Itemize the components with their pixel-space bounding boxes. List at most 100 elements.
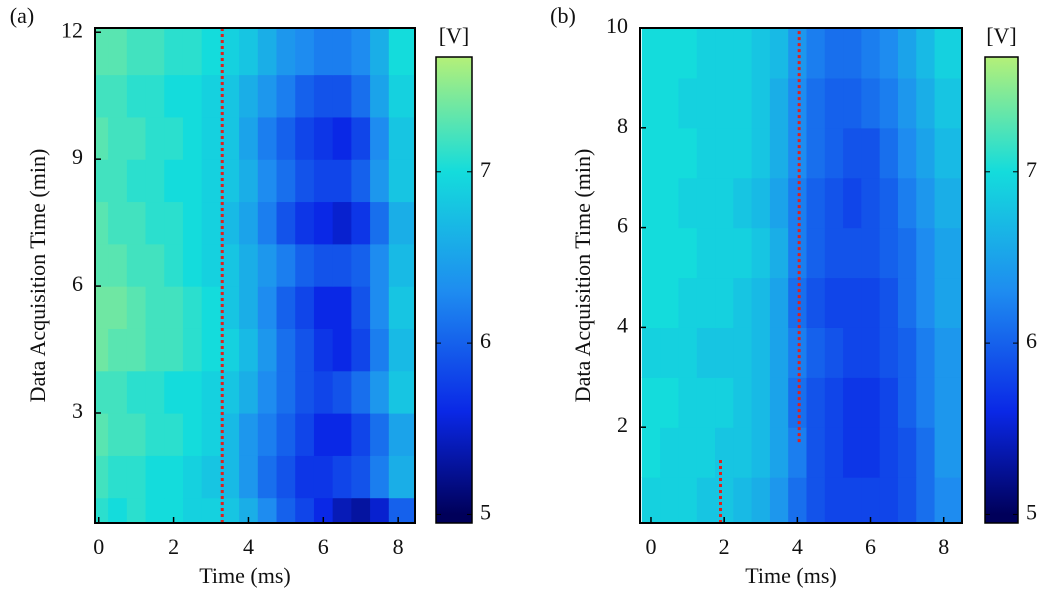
heat-cell	[351, 243, 371, 287]
heat-cell	[696, 477, 716, 523]
heat-cell	[916, 427, 936, 478]
heat-cell	[388, 159, 415, 203]
heat-cell	[696, 177, 716, 229]
heat-cell	[843, 477, 862, 523]
heat-cell	[861, 427, 881, 478]
x-axis-label: Time (ms)	[199, 563, 290, 588]
heat-cell	[164, 413, 184, 456]
heat-cell	[351, 328, 371, 372]
heat-cell	[678, 177, 698, 229]
heat-cell	[182, 413, 203, 456]
heat-cell	[879, 327, 899, 378]
heat-cell	[164, 497, 184, 523]
heat-cell	[861, 77, 881, 129]
heat-cell	[239, 370, 259, 414]
heat-cell	[388, 286, 415, 329]
heat-cell	[201, 286, 221, 329]
heat-cell	[388, 243, 415, 287]
heat-cell	[641, 277, 661, 328]
y-axis-label: Data Acquisition Time (min)	[25, 149, 50, 403]
heat-cell	[313, 455, 334, 499]
heat-cell	[145, 28, 165, 76]
colorbar-tick-label: 7	[1026, 157, 1037, 182]
heat-cell	[751, 127, 771, 179]
heat-cell	[696, 77, 716, 129]
heat-cell	[351, 497, 371, 523]
y-tick-label: 9	[72, 144, 83, 169]
heat-cell	[220, 159, 240, 203]
heat-cell	[715, 177, 734, 229]
heat-cell	[108, 328, 128, 372]
x-tick-label: 4	[792, 534, 803, 559]
heat-cell	[220, 497, 240, 523]
heat-cell	[769, 477, 789, 523]
heat-cell	[861, 277, 881, 328]
heat-cell	[733, 127, 753, 179]
heat-cell	[879, 28, 899, 79]
heat-cell	[660, 28, 680, 79]
heat-cell	[641, 227, 661, 279]
heat-cell	[313, 159, 334, 203]
heat-cell	[108, 497, 128, 523]
heat-cell	[182, 328, 203, 372]
heat-cell	[145, 328, 165, 372]
x-tick-label: 2	[168, 534, 179, 559]
heat-cell	[201, 243, 221, 287]
heat-cell	[108, 413, 128, 456]
heat-cell	[164, 74, 184, 118]
heat-cell	[257, 28, 278, 76]
heat-cell	[806, 477, 826, 523]
heat-cell	[239, 328, 259, 372]
heat-cell	[916, 177, 936, 229]
heat-cell	[879, 127, 899, 179]
heat-cell	[715, 477, 734, 523]
heat-cell	[897, 277, 917, 328]
heat-cell	[843, 177, 862, 229]
heat-cell	[220, 74, 240, 118]
colorbar	[435, 56, 473, 524]
heat-cell	[145, 413, 165, 456]
heat-cell	[370, 116, 390, 160]
heat-cell	[164, 370, 184, 414]
y-tick-label: 6	[617, 213, 628, 238]
x-tick-label: 0	[645, 534, 656, 559]
heat-cell	[934, 327, 962, 378]
x-tick-label: 4	[243, 534, 254, 559]
x-tick-label: 6	[865, 534, 876, 559]
heat-cell	[276, 201, 296, 245]
heat-cell	[95, 455, 109, 499]
heat-cell	[715, 77, 734, 129]
heat-cell	[733, 77, 753, 129]
heat-cell	[751, 28, 771, 79]
heat-cell	[164, 286, 184, 329]
y-tick-label: 4	[617, 312, 628, 337]
heat-cell	[641, 77, 661, 129]
heat-cell	[164, 455, 184, 499]
heat-cell	[257, 497, 278, 523]
heat-cell	[861, 377, 881, 428]
heat-cell	[257, 455, 278, 499]
heat-cell	[370, 28, 390, 76]
heat-cell	[239, 159, 259, 203]
heat-cell	[916, 277, 936, 328]
heat-cell	[313, 370, 334, 414]
y-axis-label: Data Acquisition Time (min)	[570, 149, 595, 403]
heat-cell	[313, 286, 334, 329]
heat-cell	[295, 74, 315, 118]
heat-cell	[370, 74, 390, 118]
plot-frame	[639, 27, 963, 524]
heat-cell	[220, 328, 240, 372]
heat-cell	[641, 427, 661, 478]
heat-cell	[824, 177, 844, 229]
heat-cell	[257, 159, 278, 203]
heat-cell	[660, 127, 680, 179]
heat-cell	[824, 377, 844, 428]
heat-cell	[678, 427, 698, 478]
heat-cell	[769, 28, 789, 79]
heat-cell	[295, 413, 315, 456]
heat-cell	[715, 28, 734, 79]
y-tick-label: 10	[606, 13, 628, 38]
heat-cell	[201, 370, 221, 414]
heat-cell	[751, 77, 771, 129]
heat-cell	[276, 286, 296, 329]
